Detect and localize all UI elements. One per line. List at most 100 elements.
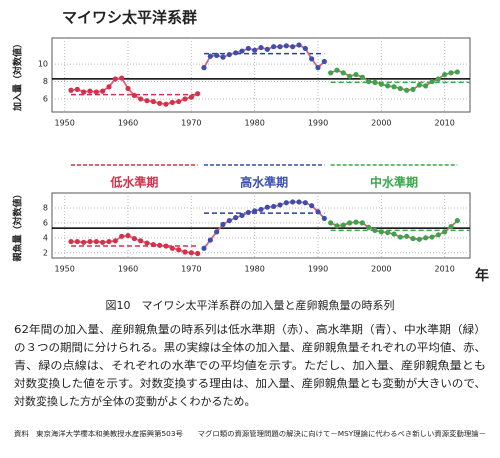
data-point [328, 220, 334, 226]
data-point [391, 84, 397, 90]
data-point [176, 247, 182, 253]
data-point [245, 45, 251, 52]
data-point [442, 229, 448, 235]
data-point [302, 45, 308, 52]
data-point [233, 215, 239, 221]
x-tick-label: 1990 [308, 119, 328, 128]
data-point [258, 44, 264, 51]
data-point [264, 46, 270, 52]
data-point [397, 234, 403, 240]
data-point [125, 232, 131, 239]
data-point [100, 239, 106, 245]
data-point [169, 99, 175, 106]
data-point [296, 199, 302, 205]
data-point [454, 218, 460, 224]
data-point [296, 42, 302, 48]
data-point [416, 236, 422, 242]
data-point [448, 224, 454, 230]
legend-label: 高水準期 [240, 175, 288, 190]
plot-area [51, 37, 471, 113]
data-point [366, 224, 372, 230]
data-point [207, 237, 213, 243]
data-point [74, 86, 80, 92]
data-point [340, 222, 346, 228]
data-point [448, 70, 454, 76]
legend-label: 中水準期 [370, 175, 418, 190]
data-point [321, 58, 327, 65]
data-point [391, 231, 397, 237]
data-point [429, 234, 435, 240]
data-point [131, 92, 137, 99]
data-point [378, 81, 384, 87]
data-point [233, 50, 239, 56]
data-point [81, 239, 87, 245]
data-point [271, 203, 277, 210]
data-point [315, 209, 321, 215]
y-axis-label: 加入量（対数値） [12, 39, 24, 112]
x-axis-label: 年 [475, 267, 489, 284]
x-tick-label: 1960 [118, 265, 138, 274]
data-point [302, 200, 308, 206]
y-tick-label: 8 [43, 77, 48, 86]
data-point [334, 67, 340, 73]
data-point [74, 238, 80, 245]
y-tick-label: 8 [43, 203, 48, 212]
data-point [214, 229, 220, 235]
plot-area [51, 192, 471, 259]
data-point [423, 83, 429, 89]
data-point [290, 44, 296, 50]
data-point [410, 86, 416, 92]
data-point [340, 70, 346, 76]
data-point [252, 47, 258, 53]
data-point [385, 229, 391, 236]
data-point [195, 250, 201, 257]
data-point [353, 219, 359, 225]
x-tick-label: 1970 [181, 119, 201, 128]
data-point [144, 240, 150, 246]
data-point [359, 74, 365, 80]
data-point [182, 96, 188, 102]
data-point [169, 245, 175, 251]
data-point [157, 100, 163, 106]
data-point [334, 223, 340, 229]
x-tick-label: 1980 [244, 265, 264, 274]
data-point [93, 238, 99, 245]
data-point [239, 212, 245, 219]
legend-label: 低水準期 [109, 175, 158, 190]
data-point [138, 96, 144, 102]
y-tick-label: 4 [43, 233, 48, 242]
data-point [131, 235, 137, 242]
data-point [277, 44, 283, 50]
x-tick-label: 1950 [54, 265, 74, 274]
data-point [252, 208, 258, 214]
data-point [106, 84, 112, 90]
data-point [100, 88, 106, 94]
data-point [359, 220, 365, 226]
data-point [454, 69, 460, 75]
data-point [119, 75, 125, 81]
data-point [245, 209, 251, 216]
data-point [435, 232, 441, 238]
data-point [315, 65, 321, 71]
x-tick-label: 1990 [308, 265, 328, 274]
data-point [214, 52, 220, 59]
x-tick-label: 2000 [371, 119, 391, 128]
x-tick-label: 2010 [434, 265, 454, 274]
data-point [163, 101, 169, 107]
data-point [404, 233, 410, 239]
data-point [106, 238, 112, 245]
data-point [410, 235, 416, 242]
data-point [385, 83, 391, 89]
data-point [353, 71, 359, 78]
data-point [188, 250, 194, 256]
body-line: 青、緑の点線は、それぞれの水準での平均値を示す。ただし、加入量、産卵親魚量とも [14, 358, 486, 372]
y-axis-label: 親魚量（対数値） [12, 189, 24, 261]
x-tick-label: 1950 [54, 119, 74, 128]
y-tick-label: 10 [38, 60, 48, 69]
data-point [271, 44, 277, 50]
page-title: マイワシ太平洋系群 [62, 9, 197, 27]
data-point [226, 218, 232, 224]
data-point [309, 56, 315, 62]
